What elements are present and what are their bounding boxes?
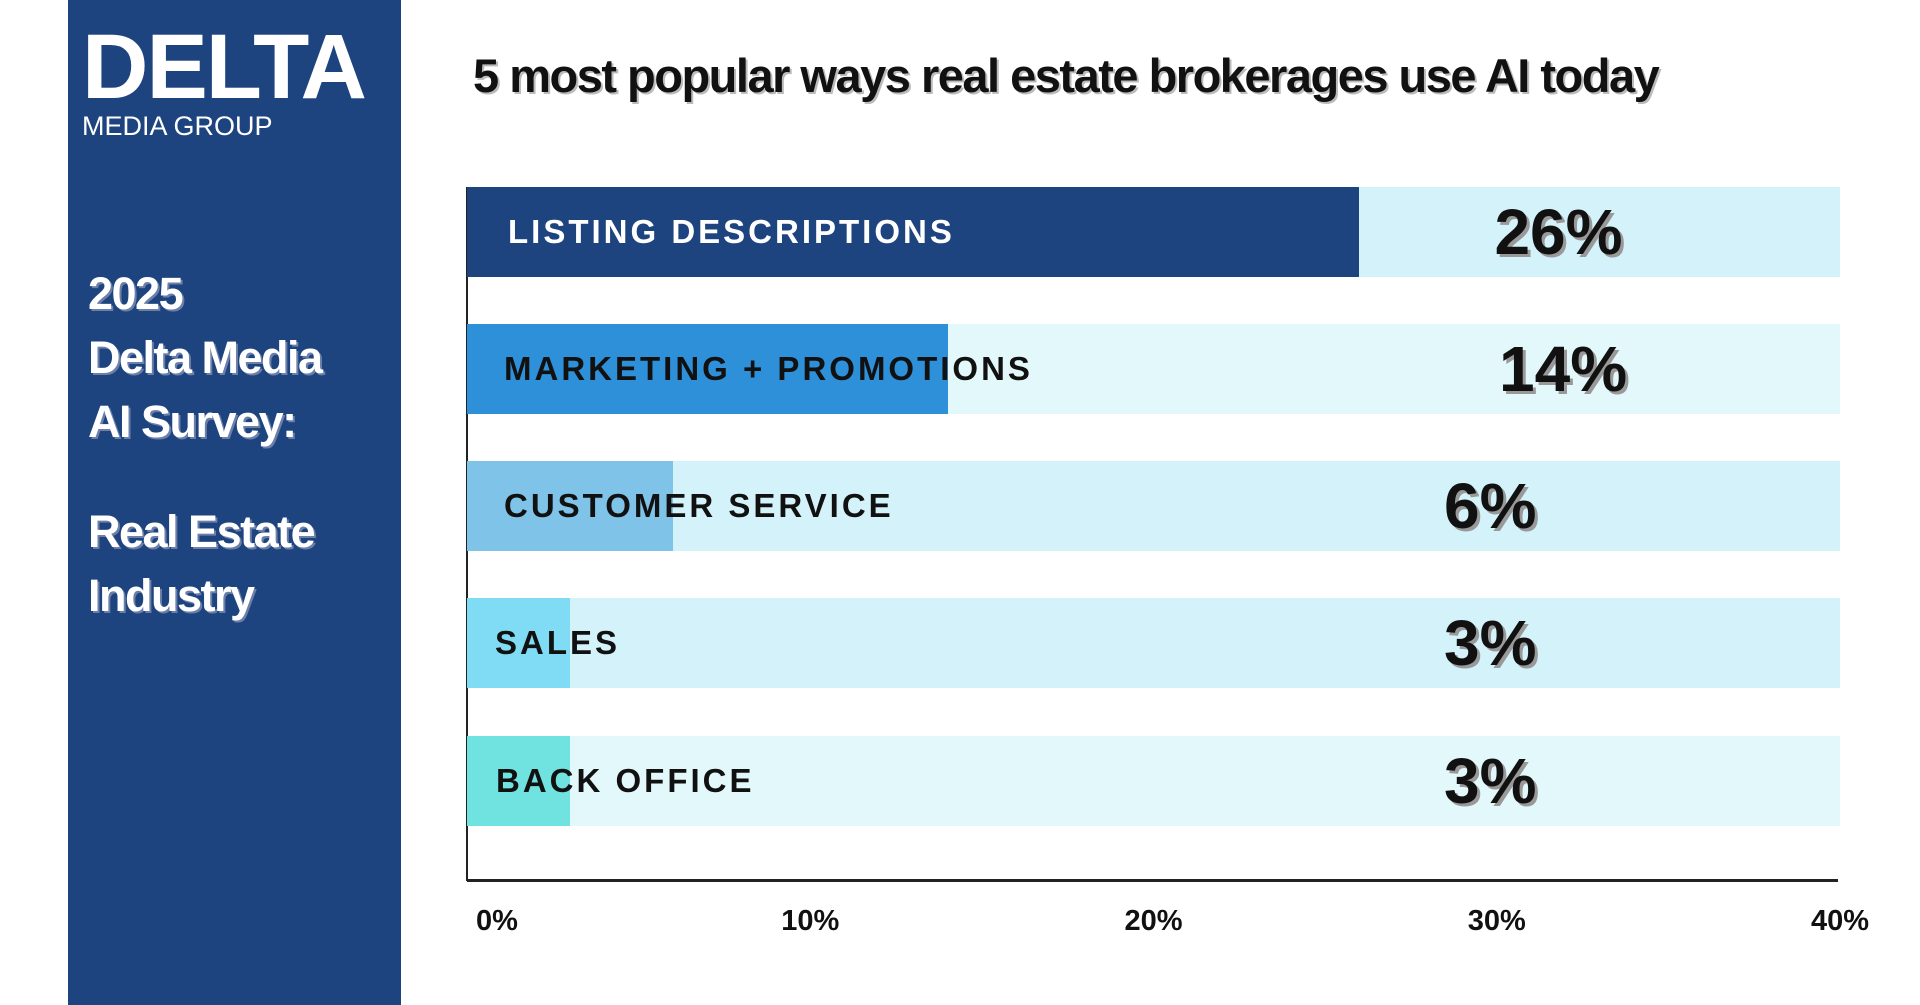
value-label: 6%: [1444, 470, 1537, 542]
bar: [467, 461, 673, 551]
bar: [467, 324, 948, 414]
sidebar: DELTA MEDIA GROUP 2025 Delta Media AI Su…: [68, 0, 401, 1005]
category-label: SALES: [495, 624, 621, 661]
bar-track: CUSTOMER SERVICE 6%: [467, 461, 1840, 551]
industry-line2: Industry: [88, 570, 255, 621]
value-label: 3%: [1444, 607, 1537, 679]
value-label: 3%: [1444, 745, 1537, 817]
x-tick-label: 40%: [1810, 905, 1870, 937]
bar-track: BACK OFFICE 3%: [467, 736, 1840, 826]
survey-year: 2025: [88, 268, 184, 319]
bar-track: LISTING DESCRIPTIONS 26%: [467, 187, 1840, 277]
chart-title: 5 most popular ways real estate brokerag…: [473, 49, 1660, 102]
bar-track: MARKETING + PROMOTIONS 14%: [467, 324, 1840, 414]
x-tick-label: 30%: [1467, 905, 1526, 937]
category-label: MARKETING + PROMOTIONS: [504, 350, 1033, 387]
delta-media-group-logo: DELTA MEDIA GROUP: [82, 16, 367, 141]
value-label: 26%: [1494, 196, 1623, 268]
x-tick-label: 0%: [476, 905, 518, 937]
category-label: LISTING DESCRIPTIONS: [508, 213, 955, 250]
survey-name-line2: AI Survey:: [88, 396, 297, 447]
value-label: 14%: [1499, 333, 1628, 405]
bar: [467, 598, 570, 688]
category-label: CUSTOMER SERVICE: [504, 487, 894, 524]
logo-main-text: DELTA: [82, 16, 367, 118]
logo-sub-text: MEDIA GROUP: [82, 111, 273, 141]
x-tick-label: 20%: [1124, 905, 1183, 937]
bar: [467, 187, 1360, 277]
survey-name-line1: Delta Media: [88, 332, 323, 383]
x-tick-label: 10%: [781, 905, 840, 937]
bar: [467, 736, 570, 826]
industry-line1: Real Estate: [88, 506, 316, 557]
x-axis-line: [467, 879, 1838, 882]
bar-track: SALES 3%: [467, 598, 1840, 688]
category-label: BACK OFFICE: [496, 762, 755, 799]
